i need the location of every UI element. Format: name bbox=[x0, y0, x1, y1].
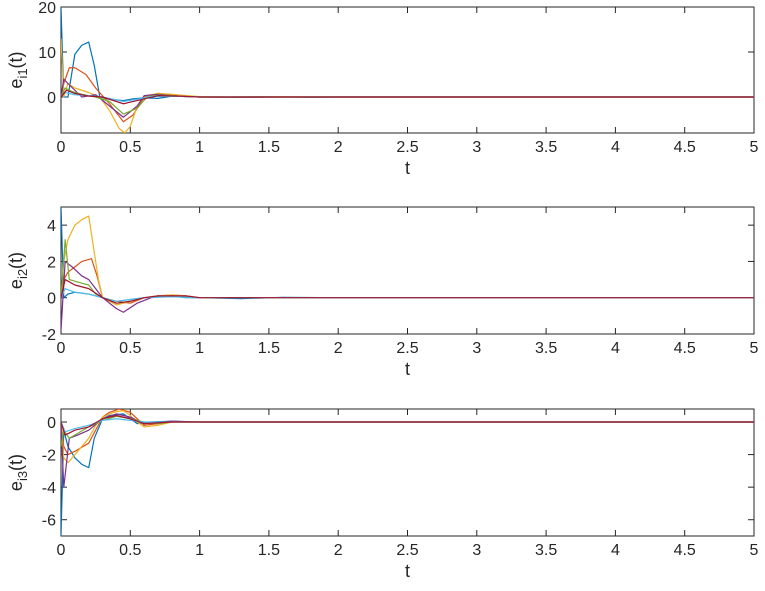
x-tick-label: 2.5 bbox=[396, 542, 418, 559]
series-line-7 bbox=[61, 278, 754, 304]
x-tick-label: 0 bbox=[57, 542, 66, 559]
x-tick-label: 2 bbox=[334, 340, 343, 357]
subplot-1: 0 0.5 1 1.5 2 2.5 3 3.5 4 4.5 5 20 10 0 t ei1(t) bbox=[6, 0, 759, 178]
y-axis-label-subscript: i1 bbox=[15, 68, 30, 78]
x-axis-label: t bbox=[405, 359, 410, 379]
y-axis-label: ei2(t) bbox=[6, 252, 30, 289]
x-tick-label: 5 bbox=[750, 340, 759, 357]
y-tick-label: 4 bbox=[47, 218, 56, 235]
y-tick-label: -4 bbox=[42, 480, 56, 497]
plot-area bbox=[60, 206, 755, 335]
x-tick-label: 4 bbox=[611, 542, 620, 559]
x-tick-label: 1.5 bbox=[258, 542, 280, 559]
y-axis-label-suffix: (t) bbox=[6, 454, 26, 471]
x-tick-label: 3.5 bbox=[535, 542, 557, 559]
x-tick-label: 5 bbox=[750, 139, 759, 156]
x-tick-label: 3 bbox=[472, 139, 481, 156]
plot-area bbox=[60, 408, 755, 537]
series-group bbox=[61, 207, 754, 331]
y-tick-label: 0 bbox=[47, 291, 56, 308]
x-tick-label: 4 bbox=[611, 139, 620, 156]
x-tick-label: 3.5 bbox=[535, 340, 557, 357]
x-tick-label: 2.5 bbox=[396, 139, 418, 156]
y-tick-label: 0 bbox=[47, 415, 56, 432]
y-tick-label: 2 bbox=[47, 254, 56, 271]
x-tick-label: 0 bbox=[57, 139, 66, 156]
y-axis-label-main: e bbox=[6, 279, 26, 289]
x-tick-label: 5 bbox=[750, 542, 759, 559]
x-tick-label: 1 bbox=[195, 542, 204, 559]
x-tick-label: 4.5 bbox=[674, 340, 696, 357]
x-tick-label: 1 bbox=[195, 139, 204, 156]
x-tick-label: 4 bbox=[611, 340, 620, 357]
x-tick-label: 3.5 bbox=[535, 139, 557, 156]
x-tick-label: 0.5 bbox=[119, 139, 141, 156]
x-tick-label: 2.5 bbox=[396, 340, 418, 357]
subplot-3: 0 0.5 1 1.5 2 2.5 3 3.5 4 4.5 5 0 -2 -4 -6 t ei3(t) bbox=[6, 408, 759, 581]
y-axis-label-subscript: i2 bbox=[15, 269, 30, 279]
x-tick-label: 4.5 bbox=[674, 139, 696, 156]
y-tick-label: -6 bbox=[42, 513, 56, 530]
x-tick-label: 2 bbox=[334, 542, 343, 559]
y-axis-label-main: e bbox=[6, 481, 26, 491]
x-tick-label: 3 bbox=[472, 340, 481, 357]
x-tick-label: 2 bbox=[334, 139, 343, 156]
y-axis-label: ei1(t) bbox=[6, 51, 30, 88]
y-axis-label-subscript: i3 bbox=[15, 471, 30, 481]
x-tick-label: 4.5 bbox=[674, 542, 696, 559]
x-axis-label: t bbox=[405, 561, 410, 581]
y-axis-label-suffix: (t) bbox=[6, 51, 26, 68]
series-line-7 bbox=[61, 414, 754, 436]
x-tick-label: 1.5 bbox=[258, 139, 280, 156]
x-tick-label: 0 bbox=[57, 340, 66, 357]
y-tick-label: 20 bbox=[38, 0, 56, 17]
x-tick-label: 1 bbox=[195, 340, 204, 357]
y-tick-label: -2 bbox=[42, 327, 56, 344]
series-group bbox=[61, 7, 754, 133]
series-line-7 bbox=[61, 89, 754, 105]
y-axis-label: ei3(t) bbox=[6, 454, 30, 491]
y-tick-label: 10 bbox=[38, 45, 56, 62]
y-tick-label: -2 bbox=[42, 448, 56, 465]
series-group bbox=[61, 409, 754, 536]
y-axis-label-suffix: (t) bbox=[6, 252, 26, 269]
y-axis-label-main: e bbox=[6, 79, 26, 89]
plot-area bbox=[60, 6, 755, 134]
x-tick-label: 1.5 bbox=[258, 340, 280, 357]
x-tick-label: 0.5 bbox=[119, 542, 141, 559]
x-axis-label: t bbox=[405, 158, 410, 178]
x-tick-label: 3 bbox=[472, 542, 481, 559]
x-tick-label: 0.5 bbox=[119, 340, 141, 357]
y-tick-label: 0 bbox=[47, 90, 56, 107]
